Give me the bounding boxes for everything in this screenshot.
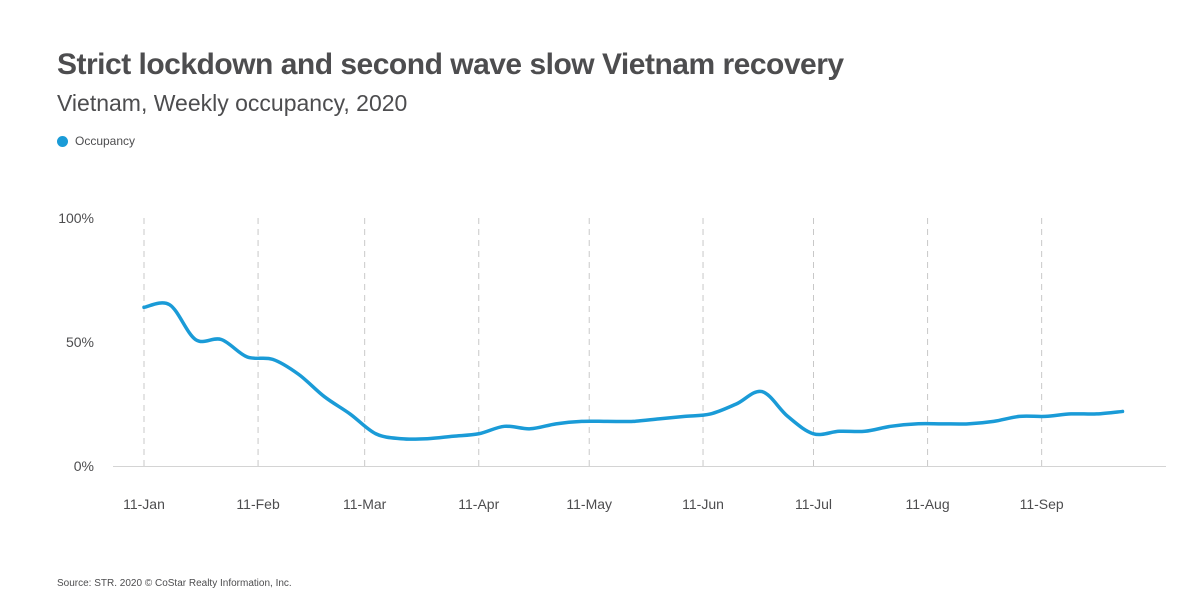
data-point — [889, 424, 893, 428]
legend-swatch — [57, 135, 68, 147]
data-point — [606, 419, 610, 423]
x-tick-label: 11-Mar — [343, 496, 387, 512]
chart-subtitle: Vietnam, Weekly occupancy, 2020 — [57, 90, 408, 116]
data-point — [709, 412, 713, 416]
x-tick-label: 11-May — [566, 496, 612, 512]
data-point — [271, 357, 275, 361]
legend-label: Occupancy — [75, 134, 136, 148]
data-point — [503, 424, 507, 428]
data-point — [1043, 414, 1047, 418]
data-point — [760, 390, 764, 394]
data-point — [1095, 412, 1099, 416]
data-point — [1018, 414, 1022, 418]
x-tick-label: 11-Sep — [1020, 496, 1064, 512]
x-tick-label: 11-Feb — [236, 496, 280, 512]
data-point — [322, 395, 326, 399]
legend: Occupancy — [57, 134, 135, 148]
data-point — [940, 422, 944, 426]
data-point — [374, 432, 378, 436]
data-point — [683, 414, 687, 418]
source-note: Source: STR. 2020 © CoStar Realty Inform… — [57, 578, 292, 589]
data-point — [837, 429, 841, 433]
data-point — [734, 402, 738, 406]
data-point — [554, 422, 558, 426]
x-tick-label: 11-Jul — [795, 496, 832, 512]
data-point — [477, 432, 481, 436]
data-point — [297, 372, 301, 376]
occupancy-line — [142, 301, 1125, 441]
y-tick-label: 100% — [58, 210, 94, 226]
data-point — [194, 338, 198, 342]
data-point — [966, 422, 970, 426]
data-point — [451, 434, 455, 438]
data-point — [1121, 409, 1125, 413]
chart-title: Strict lockdown and second wave slow Vie… — [57, 48, 844, 81]
data-point — [786, 414, 790, 418]
data-point — [863, 429, 867, 433]
data-point — [812, 432, 816, 436]
data-point — [219, 338, 223, 342]
data-point — [657, 417, 661, 421]
x-tick-label: 11-Aug — [906, 496, 950, 512]
data-point — [992, 419, 996, 423]
data-point — [142, 305, 146, 309]
x-tick-label: 11-Jun — [682, 496, 724, 512]
data-point — [631, 419, 635, 423]
data-point — [245, 355, 249, 359]
data-point — [528, 427, 532, 431]
data-point — [915, 422, 919, 426]
data-point — [168, 303, 172, 307]
x-tick-label: 11-Apr — [458, 496, 499, 512]
x-tick-label: 11-Jan — [123, 496, 165, 512]
data-point — [425, 437, 429, 441]
y-tick-label: 0% — [74, 458, 94, 474]
data-point — [400, 437, 404, 441]
y-tick-label: 50% — [66, 334, 94, 350]
data-point — [348, 412, 352, 416]
data-point — [1069, 412, 1073, 416]
data-point — [580, 419, 584, 423]
